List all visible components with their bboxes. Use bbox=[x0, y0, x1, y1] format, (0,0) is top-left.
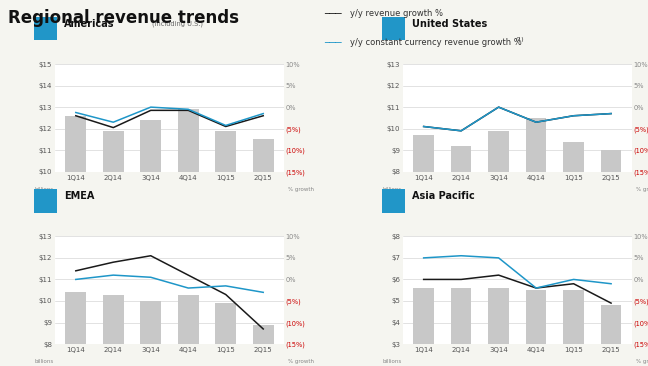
Text: billions: billions bbox=[34, 359, 54, 364]
FancyBboxPatch shape bbox=[382, 17, 405, 40]
Text: United States: United States bbox=[412, 19, 487, 29]
Bar bbox=[215, 303, 236, 366]
Text: billions: billions bbox=[34, 187, 54, 192]
Bar bbox=[563, 142, 584, 344]
Text: Asia Pacific: Asia Pacific bbox=[412, 191, 475, 201]
Bar bbox=[413, 288, 434, 366]
Text: billions: billions bbox=[382, 187, 402, 192]
Text: billions: billions bbox=[382, 359, 402, 364]
Bar bbox=[215, 131, 236, 366]
Text: % growth: % growth bbox=[288, 359, 314, 364]
Bar bbox=[526, 118, 546, 344]
FancyBboxPatch shape bbox=[382, 189, 405, 213]
Bar bbox=[253, 139, 273, 366]
FancyBboxPatch shape bbox=[34, 189, 58, 213]
Text: % growth: % growth bbox=[636, 187, 648, 192]
Bar bbox=[141, 301, 161, 366]
Text: y/y revenue growth %: y/y revenue growth % bbox=[350, 9, 443, 18]
Text: % growth: % growth bbox=[288, 187, 314, 192]
Text: % growth: % growth bbox=[636, 359, 648, 364]
Bar bbox=[601, 305, 621, 366]
Bar bbox=[489, 131, 509, 344]
Text: ───: ─── bbox=[324, 9, 347, 19]
Text: (including U.S.): (including U.S.) bbox=[152, 21, 203, 27]
Text: ───: ─── bbox=[324, 38, 347, 48]
Text: Americas: Americas bbox=[64, 19, 115, 29]
Bar bbox=[526, 290, 546, 366]
Bar bbox=[253, 325, 273, 366]
Bar bbox=[601, 150, 621, 344]
Bar bbox=[103, 131, 124, 366]
Bar bbox=[563, 290, 584, 366]
Bar bbox=[178, 295, 198, 366]
FancyBboxPatch shape bbox=[34, 17, 58, 40]
Bar bbox=[489, 288, 509, 366]
Bar bbox=[451, 288, 472, 366]
Text: (1): (1) bbox=[515, 37, 524, 42]
Bar bbox=[413, 135, 434, 344]
Text: y/y constant currency revenue growth %: y/y constant currency revenue growth % bbox=[350, 38, 522, 48]
Bar bbox=[141, 120, 161, 366]
Text: Regional revenue trends: Regional revenue trends bbox=[8, 9, 238, 27]
Bar bbox=[103, 295, 124, 366]
Bar bbox=[65, 116, 86, 366]
Text: EMEA: EMEA bbox=[64, 191, 95, 201]
Bar bbox=[451, 146, 472, 344]
Bar bbox=[178, 109, 198, 366]
Bar bbox=[65, 292, 86, 366]
